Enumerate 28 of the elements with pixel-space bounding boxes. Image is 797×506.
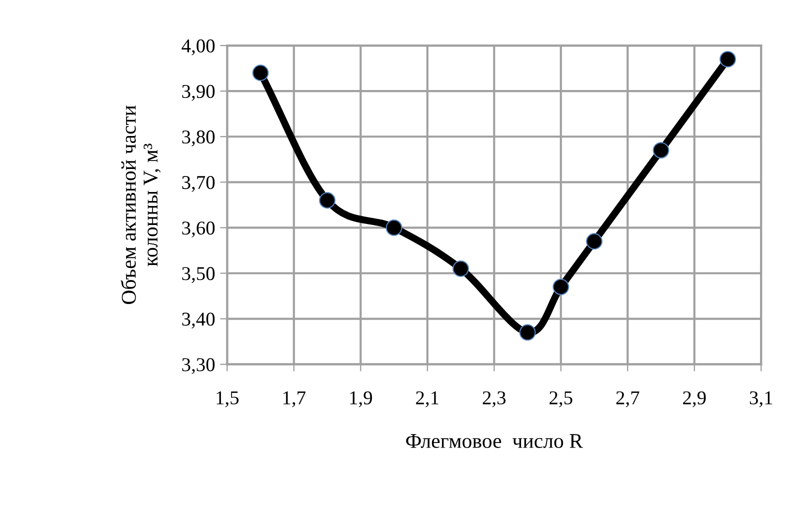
point	[652, 142, 670, 158]
y-tick-label: 3,40	[182, 312, 215, 329]
y-tick-label: 3,90	[182, 84, 215, 101]
point	[386, 220, 402, 236]
x-tick-label: 2,9	[683, 391, 706, 408]
x-axis-title: Флегмовое число R	[406, 434, 583, 448]
point	[519, 324, 536, 341]
x-tick-label: 1,9	[350, 391, 372, 408]
x-tick-label: 2,1	[416, 391, 438, 408]
point	[452, 260, 469, 277]
x-tick-label: 1,7	[283, 391, 306, 408]
y-tick-label: 3,30	[182, 358, 215, 374]
point	[586, 233, 602, 250]
point	[720, 51, 736, 68]
point	[552, 278, 570, 296]
y-tick-label: 4,00	[182, 39, 215, 56]
y-tick-label: 3,50	[182, 267, 215, 283]
x-tick-label: 1,5	[216, 391, 239, 408]
x-tick-label: 3,1	[750, 391, 772, 408]
x-tick-label: 2,7	[616, 391, 640, 408]
x-tick-label: 2,3	[482, 391, 506, 408]
y-tick-label: 3,70	[182, 176, 215, 192]
y-axis-title: Объем активной части колонны V, м³	[120, 105, 161, 304]
y-tick-label: 3,60	[182, 222, 215, 238]
point	[252, 64, 269, 82]
point	[319, 192, 336, 209]
x-tick-label: 2,5	[550, 391, 572, 408]
y-tick-label: 3,80	[182, 130, 215, 146]
